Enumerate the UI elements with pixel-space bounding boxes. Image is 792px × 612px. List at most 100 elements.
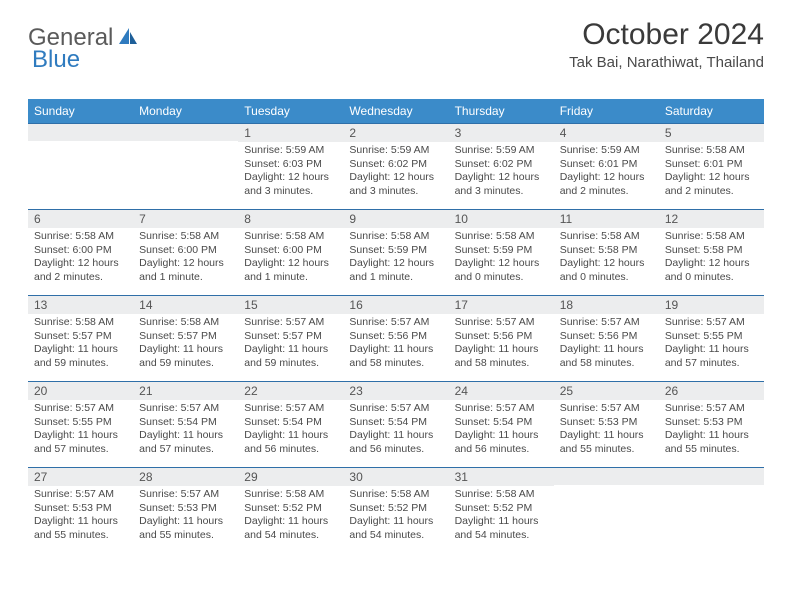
sunset-text: Sunset: 6:01 PM (560, 158, 653, 172)
week-row: 27Sunrise: 5:57 AMSunset: 5:53 PMDayligh… (28, 468, 764, 554)
daylight-text: Daylight: 11 hours and 56 minutes. (244, 429, 337, 456)
daylight-text: Daylight: 11 hours and 55 minutes. (560, 429, 653, 456)
day-number: 6 (28, 210, 133, 228)
sunrise-text: Sunrise: 5:57 AM (665, 402, 758, 416)
day-number: 9 (343, 210, 448, 228)
sunrise-text: Sunrise: 5:58 AM (349, 230, 442, 244)
sunrise-text: Sunrise: 5:58 AM (34, 230, 127, 244)
day-cell: 7Sunrise: 5:58 AMSunset: 6:00 PMDaylight… (133, 210, 238, 296)
day-header-tuesday: Tuesday (238, 99, 343, 124)
sunrise-text: Sunrise: 5:58 AM (665, 230, 758, 244)
day-body: Sunrise: 5:57 AMSunset: 5:55 PMDaylight:… (659, 314, 764, 375)
logo-sail-icon (117, 26, 139, 51)
week-row: 20Sunrise: 5:57 AMSunset: 5:55 PMDayligh… (28, 382, 764, 468)
sunset-text: Sunset: 5:54 PM (455, 416, 548, 430)
daylight-text: Daylight: 12 hours and 0 minutes. (455, 257, 548, 284)
day-cell: 1Sunrise: 5:59 AMSunset: 6:03 PMDaylight… (238, 124, 343, 210)
day-number: 15 (238, 296, 343, 314)
daylight-text: Daylight: 11 hours and 55 minutes. (665, 429, 758, 456)
sunset-text: Sunset: 5:53 PM (139, 502, 232, 516)
day-number: 27 (28, 468, 133, 486)
day-body: Sunrise: 5:57 AMSunset: 5:53 PMDaylight:… (133, 486, 238, 547)
logo-blue-wrap: Blue (32, 46, 80, 74)
day-cell: 10Sunrise: 5:58 AMSunset: 5:59 PMDayligh… (449, 210, 554, 296)
day-number: 5 (659, 124, 764, 142)
location-text: Tak Bai, Narathiwat, Thailand (569, 54, 764, 71)
header: General October 2024 Tak Bai, Narathiwat… (28, 18, 764, 71)
day-body: Sunrise: 5:57 AMSunset: 5:56 PMDaylight:… (554, 314, 659, 375)
sunset-text: Sunset: 5:54 PM (349, 416, 442, 430)
day-body: Sunrise: 5:59 AMSunset: 6:03 PMDaylight:… (238, 142, 343, 203)
day-number: 13 (28, 296, 133, 314)
daylight-text: Daylight: 12 hours and 2 minutes. (560, 171, 653, 198)
day-cell: 24Sunrise: 5:57 AMSunset: 5:54 PMDayligh… (449, 382, 554, 468)
sunset-text: Sunset: 5:52 PM (244, 502, 337, 516)
sunrise-text: Sunrise: 5:59 AM (560, 144, 653, 158)
sunrise-text: Sunrise: 5:58 AM (34, 316, 127, 330)
sunset-text: Sunset: 5:58 PM (560, 244, 653, 258)
day-number: 14 (133, 296, 238, 314)
day-body: Sunrise: 5:57 AMSunset: 5:56 PMDaylight:… (449, 314, 554, 375)
daylight-text: Daylight: 11 hours and 55 minutes. (34, 515, 127, 542)
day-body: Sunrise: 5:58 AMSunset: 5:58 PMDaylight:… (554, 228, 659, 289)
daylight-text: Daylight: 11 hours and 58 minutes. (349, 343, 442, 370)
sunrise-text: Sunrise: 5:57 AM (34, 402, 127, 416)
day-body: Sunrise: 5:59 AMSunset: 6:01 PMDaylight:… (554, 142, 659, 203)
sunset-text: Sunset: 5:57 PM (139, 330, 232, 344)
day-cell: 17Sunrise: 5:57 AMSunset: 5:56 PMDayligh… (449, 296, 554, 382)
daylight-text: Daylight: 11 hours and 57 minutes. (665, 343, 758, 370)
day-body: Sunrise: 5:57 AMSunset: 5:55 PMDaylight:… (28, 400, 133, 461)
day-body: Sunrise: 5:58 AMSunset: 6:01 PMDaylight:… (659, 142, 764, 203)
sunrise-text: Sunrise: 5:57 AM (139, 488, 232, 502)
sunrise-text: Sunrise: 5:58 AM (139, 316, 232, 330)
sunset-text: Sunset: 5:56 PM (455, 330, 548, 344)
day-number: 1 (238, 124, 343, 142)
day-cell: 20Sunrise: 5:57 AMSunset: 5:55 PMDayligh… (28, 382, 133, 468)
daylight-text: Daylight: 11 hours and 56 minutes. (455, 429, 548, 456)
daylight-text: Daylight: 12 hours and 1 minute. (349, 257, 442, 284)
daylight-text: Daylight: 12 hours and 0 minutes. (560, 257, 653, 284)
day-number: 31 (449, 468, 554, 486)
day-number: 17 (449, 296, 554, 314)
day-header-wednesday: Wednesday (343, 99, 448, 124)
sunset-text: Sunset: 5:57 PM (34, 330, 127, 344)
day-cell: 18Sunrise: 5:57 AMSunset: 5:56 PMDayligh… (554, 296, 659, 382)
daylight-text: Daylight: 11 hours and 58 minutes. (455, 343, 548, 370)
sunrise-text: Sunrise: 5:58 AM (560, 230, 653, 244)
day-cell: 27Sunrise: 5:57 AMSunset: 5:53 PMDayligh… (28, 468, 133, 554)
daylight-text: Daylight: 12 hours and 0 minutes. (665, 257, 758, 284)
sunset-text: Sunset: 5:53 PM (34, 502, 127, 516)
calendar-table: SundayMondayTuesdayWednesdayThursdayFrid… (28, 99, 764, 554)
day-cell: 14Sunrise: 5:58 AMSunset: 5:57 PMDayligh… (133, 296, 238, 382)
sunset-text: Sunset: 6:02 PM (455, 158, 548, 172)
day-body: Sunrise: 5:58 AMSunset: 6:00 PMDaylight:… (133, 228, 238, 289)
week-row: 6Sunrise: 5:58 AMSunset: 6:00 PMDaylight… (28, 210, 764, 296)
day-cell (554, 468, 659, 554)
day-body: Sunrise: 5:59 AMSunset: 6:02 PMDaylight:… (343, 142, 448, 203)
sunrise-text: Sunrise: 5:58 AM (349, 488, 442, 502)
sunset-text: Sunset: 5:52 PM (349, 502, 442, 516)
day-cell (133, 124, 238, 210)
day-number: 25 (554, 382, 659, 400)
sunrise-text: Sunrise: 5:59 AM (244, 144, 337, 158)
day-number (659, 468, 764, 485)
day-number: 21 (133, 382, 238, 400)
sunrise-text: Sunrise: 5:58 AM (244, 488, 337, 502)
day-cell: 21Sunrise: 5:57 AMSunset: 5:54 PMDayligh… (133, 382, 238, 468)
daylight-text: Daylight: 11 hours and 58 minutes. (560, 343, 653, 370)
title-block: October 2024 Tak Bai, Narathiwat, Thaila… (569, 18, 764, 71)
sunset-text: Sunset: 5:54 PM (139, 416, 232, 430)
sunrise-text: Sunrise: 5:57 AM (665, 316, 758, 330)
day-cell: 5Sunrise: 5:58 AMSunset: 6:01 PMDaylight… (659, 124, 764, 210)
day-body: Sunrise: 5:58 AMSunset: 5:59 PMDaylight:… (449, 228, 554, 289)
sunset-text: Sunset: 5:56 PM (560, 330, 653, 344)
day-body: Sunrise: 5:58 AMSunset: 5:57 PMDaylight:… (28, 314, 133, 375)
day-number (133, 124, 238, 141)
daylight-text: Daylight: 11 hours and 59 minutes. (139, 343, 232, 370)
day-body: Sunrise: 5:58 AMSunset: 5:57 PMDaylight:… (133, 314, 238, 375)
day-cell: 2Sunrise: 5:59 AMSunset: 6:02 PMDaylight… (343, 124, 448, 210)
sunset-text: Sunset: 6:00 PM (34, 244, 127, 258)
day-body: Sunrise: 5:57 AMSunset: 5:53 PMDaylight:… (554, 400, 659, 461)
day-body: Sunrise: 5:57 AMSunset: 5:56 PMDaylight:… (343, 314, 448, 375)
day-cell: 29Sunrise: 5:58 AMSunset: 5:52 PMDayligh… (238, 468, 343, 554)
